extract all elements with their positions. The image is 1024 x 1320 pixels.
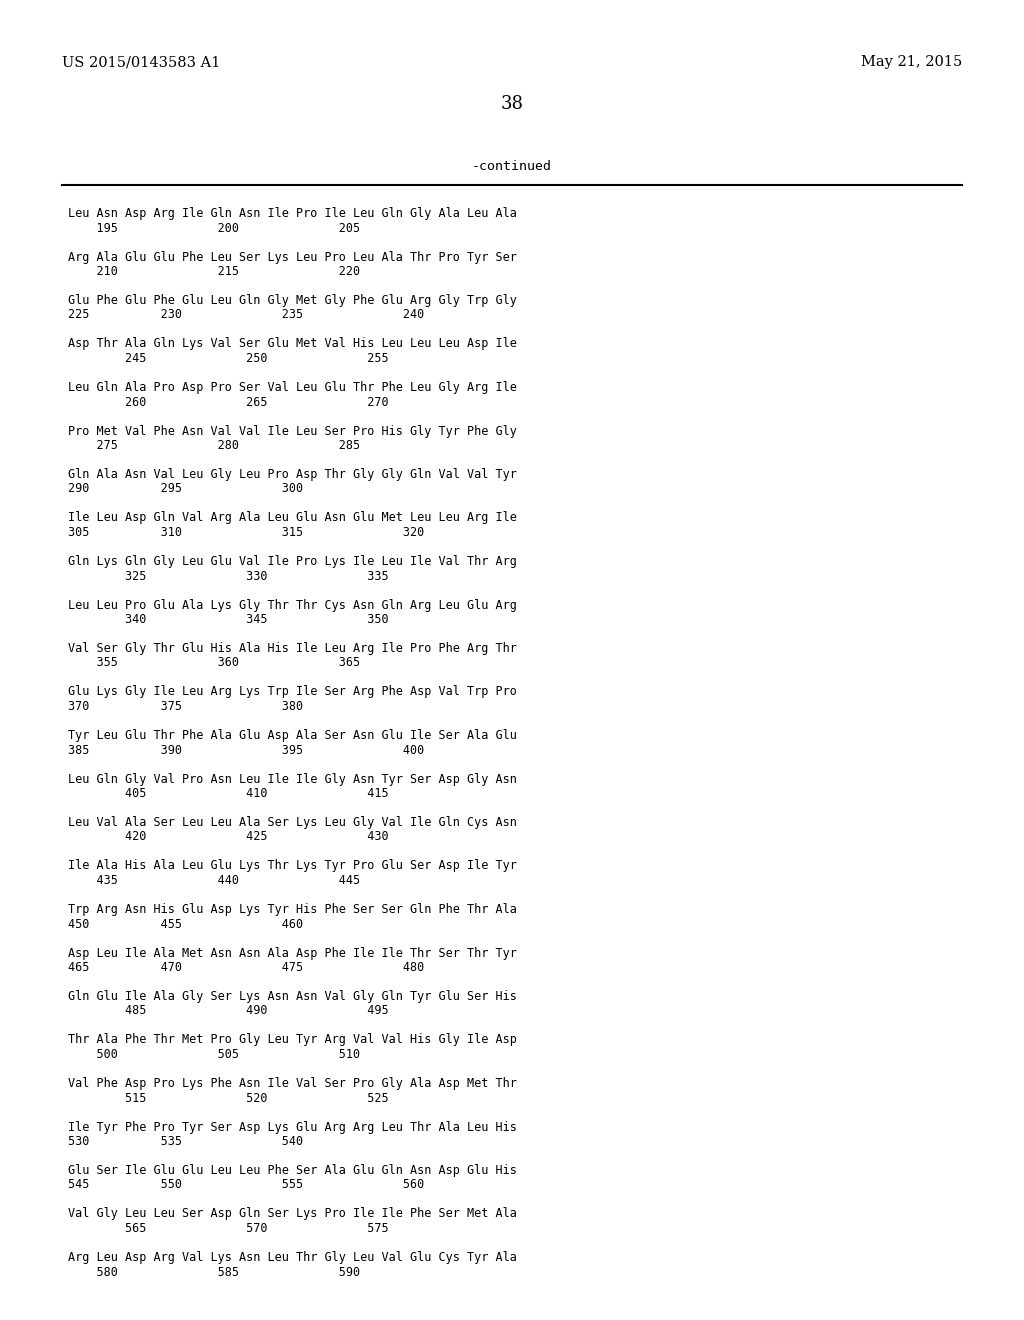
Text: 515              520              525: 515 520 525 (68, 1092, 389, 1105)
Text: 530          535              540: 530 535 540 (68, 1135, 303, 1148)
Text: 465          470              475              480: 465 470 475 480 (68, 961, 424, 974)
Text: Leu Gln Gly Val Pro Asn Leu Ile Ile Gly Asn Tyr Ser Asp Gly Asn: Leu Gln Gly Val Pro Asn Leu Ile Ile Gly … (68, 772, 517, 785)
Text: Asp Leu Ile Ala Met Asn Asn Ala Asp Phe Ile Ile Thr Ser Thr Tyr: Asp Leu Ile Ala Met Asn Asn Ala Asp Phe … (68, 946, 517, 960)
Text: Gln Lys Gln Gly Leu Glu Val Ile Pro Lys Ile Leu Ile Val Thr Arg: Gln Lys Gln Gly Leu Glu Val Ile Pro Lys … (68, 554, 517, 568)
Text: 500              505              510: 500 505 510 (68, 1048, 360, 1061)
Text: 38: 38 (501, 95, 523, 114)
Text: Leu Leu Pro Glu Ala Lys Gly Thr Thr Cys Asn Gln Arg Leu Glu Arg: Leu Leu Pro Glu Ala Lys Gly Thr Thr Cys … (68, 598, 517, 611)
Text: Thr Ala Phe Thr Met Pro Gly Leu Tyr Arg Val Val His Gly Ile Asp: Thr Ala Phe Thr Met Pro Gly Leu Tyr Arg … (68, 1034, 517, 1047)
Text: 225          230              235              240: 225 230 235 240 (68, 309, 424, 322)
Text: Arg Leu Asp Arg Val Lys Asn Leu Thr Gly Leu Val Glu Cys Tyr Ala: Arg Leu Asp Arg Val Lys Asn Leu Thr Gly … (68, 1251, 517, 1265)
Text: Ile Tyr Phe Pro Tyr Ser Asp Lys Glu Arg Arg Leu Thr Ala Leu His: Ile Tyr Phe Pro Tyr Ser Asp Lys Glu Arg … (68, 1121, 517, 1134)
Text: US 2015/0143583 A1: US 2015/0143583 A1 (62, 55, 220, 69)
Text: 210              215              220: 210 215 220 (68, 265, 360, 279)
Text: 355              360              365: 355 360 365 (68, 656, 360, 669)
Text: 245              250              255: 245 250 255 (68, 352, 389, 366)
Text: Val Phe Asp Pro Lys Phe Asn Ile Val Ser Pro Gly Ala Asp Met Thr: Val Phe Asp Pro Lys Phe Asn Ile Val Ser … (68, 1077, 517, 1090)
Text: Arg Ala Glu Glu Phe Leu Ser Lys Leu Pro Leu Ala Thr Pro Tyr Ser: Arg Ala Glu Glu Phe Leu Ser Lys Leu Pro … (68, 251, 517, 264)
Text: 305          310              315              320: 305 310 315 320 (68, 525, 424, 539)
Text: Leu Asn Asp Arg Ile Gln Asn Ile Pro Ile Leu Gln Gly Ala Leu Ala: Leu Asn Asp Arg Ile Gln Asn Ile Pro Ile … (68, 207, 517, 220)
Text: 195              200              205: 195 200 205 (68, 222, 360, 235)
Text: 420              425              430: 420 425 430 (68, 830, 389, 843)
Text: 580              585              590: 580 585 590 (68, 1266, 360, 1279)
Text: Val Gly Leu Leu Ser Asp Gln Ser Lys Pro Ile Ile Phe Ser Met Ala: Val Gly Leu Leu Ser Asp Gln Ser Lys Pro … (68, 1208, 517, 1221)
Text: 450          455              460: 450 455 460 (68, 917, 303, 931)
Text: May 21, 2015: May 21, 2015 (861, 55, 962, 69)
Text: 565              570              575: 565 570 575 (68, 1222, 389, 1236)
Text: 275              280              285: 275 280 285 (68, 440, 360, 451)
Text: Glu Phe Glu Phe Glu Leu Gln Gly Met Gly Phe Glu Arg Gly Trp Gly: Glu Phe Glu Phe Glu Leu Gln Gly Met Gly … (68, 294, 517, 308)
Text: Pro Met Val Phe Asn Val Val Ile Leu Ser Pro His Gly Tyr Phe Gly: Pro Met Val Phe Asn Val Val Ile Leu Ser … (68, 425, 517, 437)
Text: 545          550              555              560: 545 550 555 560 (68, 1179, 424, 1192)
Text: Ile Ala His Ala Leu Glu Lys Thr Lys Tyr Pro Glu Ser Asp Ile Tyr: Ile Ala His Ala Leu Glu Lys Thr Lys Tyr … (68, 859, 517, 873)
Text: Gln Glu Ile Ala Gly Ser Lys Asn Asn Val Gly Gln Tyr Glu Ser His: Gln Glu Ile Ala Gly Ser Lys Asn Asn Val … (68, 990, 517, 1003)
Text: Val Ser Gly Thr Glu His Ala His Ile Leu Arg Ile Pro Phe Arg Thr: Val Ser Gly Thr Glu His Ala His Ile Leu … (68, 642, 517, 655)
Text: Gln Ala Asn Val Leu Gly Leu Pro Asp Thr Gly Gly Gln Val Val Tyr: Gln Ala Asn Val Leu Gly Leu Pro Asp Thr … (68, 469, 517, 480)
Text: 290          295              300: 290 295 300 (68, 483, 303, 495)
Text: 435              440              445: 435 440 445 (68, 874, 360, 887)
Text: Ile Leu Asp Gln Val Arg Ala Leu Glu Asn Glu Met Leu Leu Arg Ile: Ile Leu Asp Gln Val Arg Ala Leu Glu Asn … (68, 511, 517, 524)
Text: -continued: -continued (472, 160, 552, 173)
Text: 485              490              495: 485 490 495 (68, 1005, 389, 1018)
Text: Leu Gln Ala Pro Asp Pro Ser Val Leu Glu Thr Phe Leu Gly Arg Ile: Leu Gln Ala Pro Asp Pro Ser Val Leu Glu … (68, 381, 517, 393)
Text: Glu Lys Gly Ile Leu Arg Lys Trp Ile Ser Arg Phe Asp Val Trp Pro: Glu Lys Gly Ile Leu Arg Lys Trp Ile Ser … (68, 685, 517, 698)
Text: Tyr Leu Glu Thr Phe Ala Glu Asp Ala Ser Asn Glu Ile Ser Ala Glu: Tyr Leu Glu Thr Phe Ala Glu Asp Ala Ser … (68, 729, 517, 742)
Text: Glu Ser Ile Glu Glu Leu Leu Phe Ser Ala Glu Gln Asn Asp Glu His: Glu Ser Ile Glu Glu Leu Leu Phe Ser Ala … (68, 1164, 517, 1177)
Text: Leu Val Ala Ser Leu Leu Ala Ser Lys Leu Gly Val Ile Gln Cys Asn: Leu Val Ala Ser Leu Leu Ala Ser Lys Leu … (68, 816, 517, 829)
Text: 260              265              270: 260 265 270 (68, 396, 389, 408)
Text: 340              345              350: 340 345 350 (68, 612, 389, 626)
Text: Asp Thr Ala Gln Lys Val Ser Glu Met Val His Leu Leu Leu Asp Ile: Asp Thr Ala Gln Lys Val Ser Glu Met Val … (68, 338, 517, 351)
Text: 325              330              335: 325 330 335 (68, 569, 389, 582)
Text: Trp Arg Asn His Glu Asp Lys Tyr His Phe Ser Ser Gln Phe Thr Ala: Trp Arg Asn His Glu Asp Lys Tyr His Phe … (68, 903, 517, 916)
Text: 385          390              395              400: 385 390 395 400 (68, 743, 424, 756)
Text: 405              410              415: 405 410 415 (68, 787, 389, 800)
Text: 370          375              380: 370 375 380 (68, 700, 303, 713)
